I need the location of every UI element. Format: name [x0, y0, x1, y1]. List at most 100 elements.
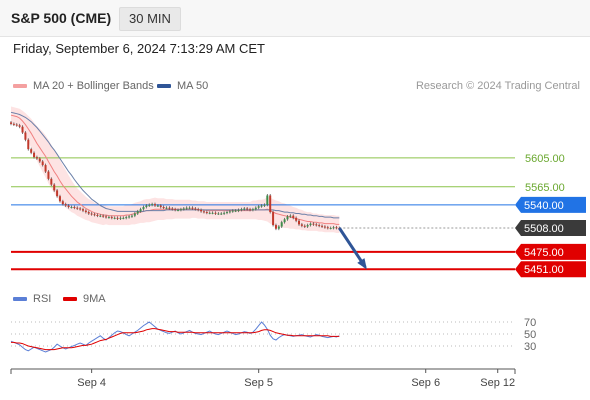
candle-body [188, 207, 191, 209]
level-label-resistance: 5605.00 [525, 153, 565, 165]
candle-body [266, 195, 269, 205]
candle-body [318, 225, 321, 227]
ma20-swatch [13, 84, 27, 89]
candle-body [228, 211, 231, 213]
candle-body [274, 225, 277, 229]
level-badge-last [515, 219, 586, 236]
legend-9ma-label: 9MA [83, 293, 106, 305]
candle-body [220, 213, 223, 215]
x-axis-tick-label: Sep 4 [77, 377, 106, 389]
candle-body [33, 152, 36, 158]
level-badge-pivot [515, 196, 586, 213]
candle-body [312, 223, 315, 225]
candle-body [142, 207, 145, 210]
candle-body [148, 204, 151, 206]
candle-body [182, 208, 185, 210]
candle-body [99, 215, 102, 217]
candle-body [107, 217, 110, 219]
chart-timestamp: Friday, September 6, 2024 7:13:29 AM CET [13, 41, 265, 56]
candle-body [326, 227, 329, 229]
candle-body [321, 225, 324, 227]
bollinger-band [11, 106, 340, 233]
candle-body [159, 205, 162, 208]
candle-body [171, 208, 174, 210]
candle-body [237, 209, 240, 211]
candle-body [249, 209, 252, 211]
candle-body [177, 209, 180, 211]
candle-body [323, 226, 326, 228]
candle-body [50, 178, 53, 185]
candle-body [24, 132, 27, 140]
candle-body [251, 209, 254, 211]
x-axis-tick-label: Sep 5 [244, 377, 273, 389]
candle-body [76, 207, 79, 209]
candle-body [110, 217, 113, 219]
candle-body [298, 220, 300, 225]
legend-rsi: RSI [13, 293, 51, 305]
candle-body [272, 212, 275, 226]
candle-body [234, 210, 237, 212]
candle-body [30, 149, 33, 153]
rsi-tick-label: 50 [524, 329, 536, 341]
level-badge-text: 5451.00 [524, 264, 564, 276]
candle-body [70, 207, 73, 209]
rsi-swatch [13, 297, 27, 302]
x-axis-tick-label: Sep 6 [411, 377, 440, 389]
candle-body [286, 216, 289, 220]
legend-ma50: MA 50 [157, 80, 208, 92]
candle-body [303, 225, 306, 227]
candle-body [125, 217, 128, 219]
candle-body [269, 195, 272, 213]
level-badge-support [515, 243, 586, 260]
interval-button[interactable]: 30 MIN [119, 7, 181, 31]
candle-body [154, 204, 156, 206]
candle-body [18, 125, 21, 127]
candle-body [56, 190, 59, 197]
candle-body [73, 207, 76, 209]
rsi-tick-label: 30 [524, 341, 536, 353]
candle-body [156, 205, 159, 207]
candle-body [90, 213, 93, 215]
candle-body [191, 207, 194, 209]
candle-body [202, 211, 205, 213]
candle-body [277, 226, 280, 229]
level-label-resistance: 5565.00 [525, 182, 565, 194]
candle-body [200, 209, 203, 212]
ma9-swatch [63, 297, 77, 302]
candle-body [208, 212, 211, 214]
legend-ma20: MA 20 + Bollinger Bands [13, 80, 154, 92]
candle-body [128, 216, 131, 218]
candle-body [12, 123, 15, 125]
candle-body [243, 208, 246, 210]
candle-body [211, 212, 214, 214]
level-badge-text: 5508.00 [524, 223, 564, 235]
candle-body [263, 204, 266, 206]
candle-body [257, 206, 260, 208]
rsi-tick-label: 70 [524, 317, 536, 329]
candle-body [87, 212, 90, 214]
candle-body [197, 209, 200, 211]
candle-body [306, 225, 309, 227]
candle-body [162, 207, 165, 209]
candle-body [260, 205, 263, 207]
candle-body [119, 217, 122, 219]
candle-body [205, 212, 208, 214]
candle-body [179, 209, 182, 211]
candle-body [84, 210, 87, 213]
candle-body [168, 207, 171, 209]
candle-body [185, 207, 188, 209]
candle-body [194, 208, 197, 210]
forecast-arrow-head [357, 258, 367, 270]
candle-body [10, 122, 12, 124]
candle-body [145, 205, 148, 208]
candle-body [231, 210, 234, 212]
candle-body [21, 126, 24, 133]
candle-body [139, 209, 142, 212]
candle-body [254, 207, 257, 210]
legend-ma20-label: MA 20 + Bollinger Bands [33, 80, 154, 92]
candle-body [58, 196, 61, 202]
level-badge-text: 5475.00 [524, 247, 564, 259]
candle-body [96, 214, 99, 216]
instrument-title: S&P 500 (CME) [11, 10, 112, 26]
